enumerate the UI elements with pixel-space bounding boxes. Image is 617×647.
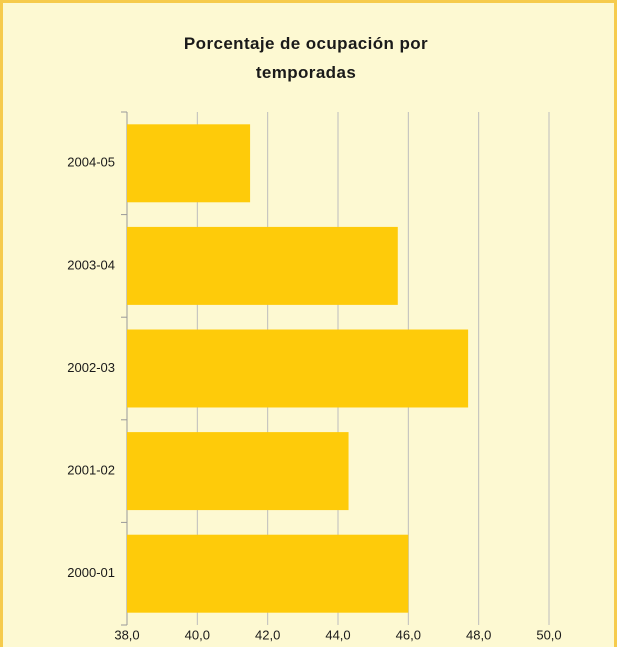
chart-title: Porcentaje de ocupación por temporadas [183,34,429,82]
x-tick-label: 44,0 [325,627,350,642]
y-tick-label: 2002-03 [67,360,115,375]
bar [127,329,469,408]
x-tick-label: 40,0 [185,627,210,642]
x-tick-label: 38,0 [114,627,139,642]
y-tick-label: 2000-01 [67,565,115,580]
x-tick-label: 46,0 [396,627,421,642]
y-tick-label: 2001-02 [67,463,115,478]
bar [127,432,349,511]
y-tick-label: 2004-05 [67,155,115,170]
x-tick-label: 48,0 [466,627,491,642]
bar [127,226,398,305]
bar [127,124,251,203]
y-tick-label: 2003-04 [67,257,115,272]
x-tick-label: 50,0 [536,627,561,642]
x-tick-label: 42,0 [255,627,280,642]
bar [127,534,409,613]
